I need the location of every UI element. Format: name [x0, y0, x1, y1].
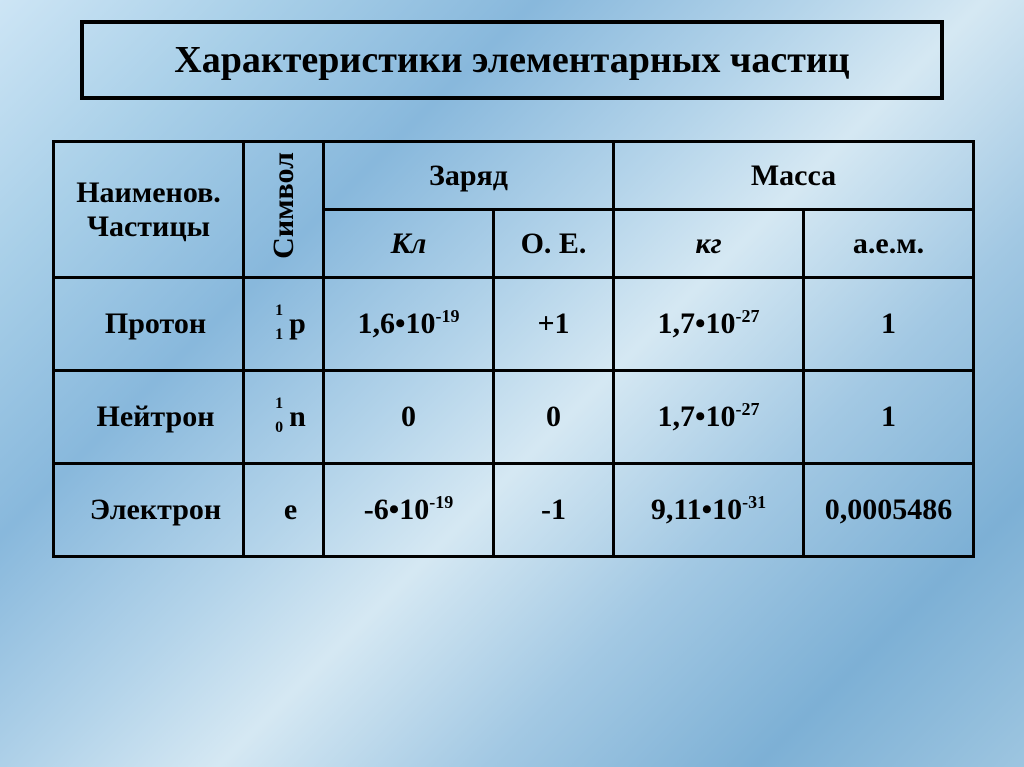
col-header-kl: Кл — [324, 210, 494, 278]
cell-symbol: 10n — [244, 371, 324, 464]
cell-mass-aem: 1 — [804, 278, 974, 371]
col-header-aem: а.е.м. — [804, 210, 974, 278]
page-title: Характеристики элементарных частиц — [174, 39, 849, 81]
cell-charge-oe: +1 — [494, 278, 614, 371]
cell-name: Электрон — [54, 464, 244, 557]
col-header-mass: Масса — [614, 142, 974, 210]
cell-mass-kg: 1,7•10-27 — [614, 371, 804, 464]
table-body: Протон11p1,6•10-19+11,7•10-271Нейтрон10n… — [54, 278, 974, 557]
col-header-kg: кг — [614, 210, 804, 278]
cell-symbol: е — [244, 464, 324, 557]
table-row: Электроне-6•10-19-19,11•10-310,0005486 — [54, 464, 974, 557]
cell-mass-kg: 9,11•10-31 — [614, 464, 804, 557]
cell-mass-aem: 0,0005486 — [804, 464, 974, 557]
cell-symbol: 11p — [244, 278, 324, 371]
cell-charge-kl: 1,6•10-19 — [324, 278, 494, 371]
particles-table-wrap: Наименов. Частицы Символ Заряд Масса Кл … — [52, 140, 972, 558]
slide: Характеристики элементарных частиц Наиме… — [0, 0, 1024, 767]
cell-charge-oe: -1 — [494, 464, 614, 557]
table-row: Нейтрон10n001,7•10-271 — [54, 371, 974, 464]
table-row: Протон11p1,6•10-19+11,7•10-271 — [54, 278, 974, 371]
cell-mass-aem: 1 — [804, 371, 974, 464]
cell-mass-kg: 1,7•10-27 — [614, 278, 804, 371]
col-header-symbol-label: Символ — [267, 152, 301, 259]
title-box: Характеристики элементарных частиц — [80, 20, 944, 100]
col-header-charge: Заряд — [324, 142, 614, 210]
cell-charge-kl: 0 — [324, 371, 494, 464]
table-header: Наименов. Частицы Символ Заряд Масса Кл … — [54, 142, 974, 278]
cell-charge-oe: 0 — [494, 371, 614, 464]
cell-name: Нейтрон — [54, 371, 244, 464]
cell-charge-kl: -6•10-19 — [324, 464, 494, 557]
particles-table: Наименов. Частицы Символ Заряд Масса Кл … — [52, 140, 975, 558]
col-header-name: Наименов. Частицы — [54, 142, 244, 278]
cell-name: Протон — [54, 278, 244, 371]
col-header-symbol: Символ — [244, 142, 324, 278]
col-header-oe: О. Е. — [494, 210, 614, 278]
